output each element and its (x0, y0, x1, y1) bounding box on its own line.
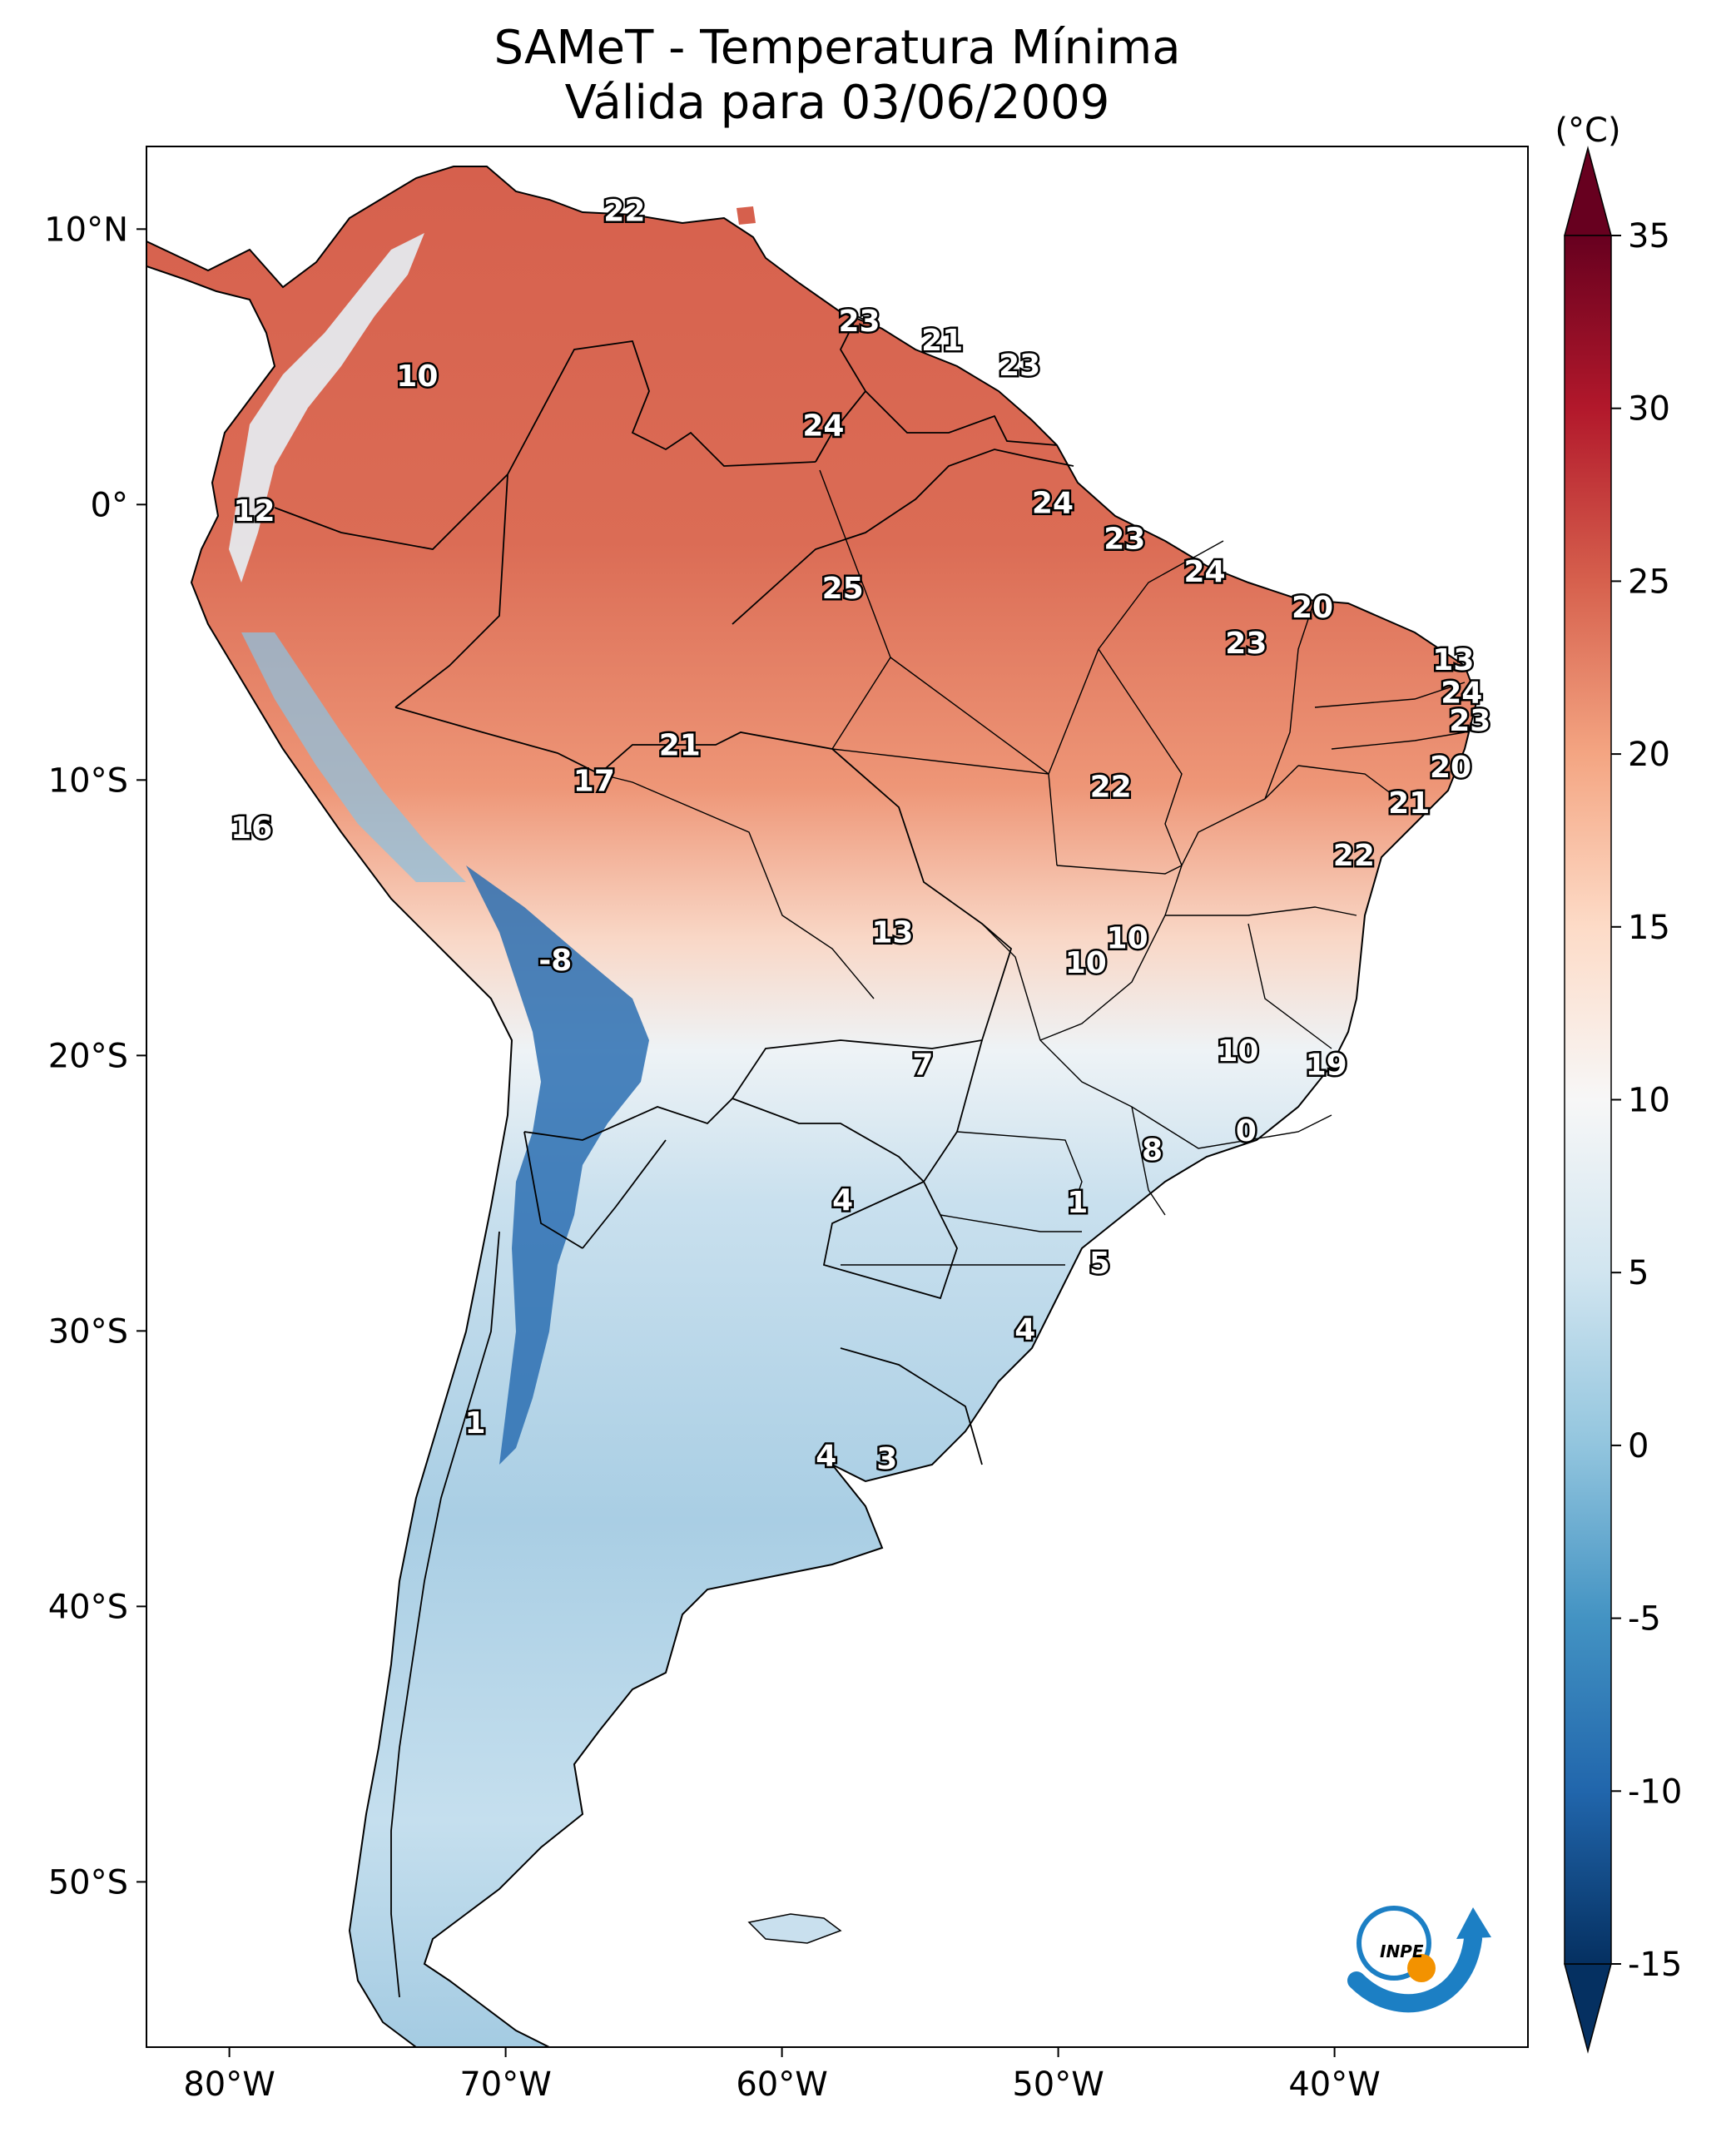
temperature-label: -8 (538, 944, 572, 978)
lon-tick-label: 80°W (183, 2065, 275, 2104)
colorbar-max-arrow (1564, 146, 1612, 236)
lat-tick-label: 20°S (48, 1037, 128, 1075)
temperature-label: 5 (1089, 1247, 1110, 1281)
lat-tick-label: 10°S (48, 761, 128, 800)
temperature-label: 24 (802, 409, 844, 444)
lat-tick-label: 0° (91, 486, 128, 524)
lon-tick-label: 60°W (736, 2065, 827, 2104)
colorbar-tick-label: 0 (1628, 1427, 1649, 1465)
state-borders (598, 469, 1466, 1266)
map-title: SAMeT - Temperatura Mínima (494, 21, 1181, 75)
temperature-label: 21 (921, 324, 963, 358)
colorbar-min-arrow (1564, 1963, 1612, 2054)
peru-cool-region (241, 632, 466, 882)
colorbar-tick-label: 25 (1628, 563, 1670, 601)
lon-tick-label: 70°W (459, 2065, 551, 2104)
temperature-label: 23 (1104, 522, 1145, 556)
lat-tick-label: 30°S (48, 1312, 128, 1351)
lat-tick-label: 50°S (48, 1863, 128, 1902)
temperature-label: 22 (1333, 839, 1375, 873)
temperature-label: 7 (912, 1049, 933, 1083)
lon-tick-label: 40°W (1288, 2065, 1380, 2104)
colorbar-scale (1564, 235, 1612, 1965)
temperature-label: 20 (1430, 751, 1471, 785)
temperature-label: 13 (1432, 643, 1474, 677)
temperature-label: 12 (233, 494, 275, 528)
trinidad-island (737, 206, 756, 225)
colorbar-tick-label: -10 (1628, 1773, 1682, 1811)
colorbar-tick-label: 5 (1628, 1254, 1649, 1292)
inpe-logo-icon: INPE (1347, 1906, 1491, 2013)
temperature-label: 0 (1236, 1114, 1257, 1148)
colorbar-tick-label: -15 (1628, 1946, 1682, 1984)
andes-north-cold-region (229, 233, 424, 583)
temperature-label: 25 (822, 572, 864, 606)
colorbar-unit-label: (°C) (1555, 112, 1620, 150)
colorbar-tick-label: 35 (1628, 217, 1670, 255)
temperature-label: 10 (396, 359, 438, 394)
temperature-label: 17 (573, 765, 615, 799)
temperature-label: 22 (1090, 770, 1132, 804)
colorbar-tick-label: 30 (1628, 390, 1670, 429)
temperature-label: 1 (1067, 1186, 1088, 1220)
temperature-label: 13 (871, 916, 913, 950)
temperature-label: 1 (465, 1406, 486, 1440)
temperature-label: 24 (1184, 555, 1226, 589)
temperature-label: 21 (659, 729, 701, 763)
temperature-label: 23 (839, 305, 880, 339)
andes-cold-region (466, 865, 649, 1465)
colorbar-tick-label: -5 (1628, 1600, 1661, 1639)
temperature-label: 4 (1014, 1312, 1035, 1346)
temperature-label: 4 (816, 1440, 836, 1474)
lat-tick-label: 40°S (48, 1588, 128, 1626)
temperature-label: 4 (832, 1183, 853, 1217)
colorbar-tick-label: 20 (1628, 736, 1670, 774)
inpe-logo-text: INPE (1380, 1941, 1424, 1961)
lon-tick-label: 50°W (1012, 2065, 1104, 2104)
temperature-label: 24 (1032, 486, 1074, 520)
temperature-label: 23 (999, 349, 1040, 383)
map-frame (146, 146, 1529, 2048)
temperature-label: 16 (231, 811, 272, 845)
temperature-label: 3 (876, 1442, 897, 1476)
colorbar-tick-label: 15 (1628, 909, 1670, 947)
temperature-label: 10 (1065, 946, 1107, 980)
temperature-label: 22 (603, 194, 645, 228)
temperature-label: 20 (1292, 591, 1333, 625)
temperature-label: 8 (1142, 1133, 1163, 1168)
map-subtitle: Válida para 03/06/2009 (564, 76, 1110, 130)
temperature-label: 23 (1449, 704, 1490, 738)
temperature-label: 10 (1107, 921, 1148, 955)
falkland-islands (747, 1913, 842, 1944)
temperature-label: 10 (1217, 1034, 1258, 1069)
temperature-label: 24 (1441, 677, 1482, 711)
colorbar-tick-label: 10 (1628, 1082, 1670, 1120)
temperature-label: 23 (1225, 627, 1267, 661)
temperature-label: 21 (1388, 786, 1430, 821)
lat-tick-label: 10°N (44, 211, 128, 249)
temperature-label: 19 (1306, 1049, 1347, 1083)
